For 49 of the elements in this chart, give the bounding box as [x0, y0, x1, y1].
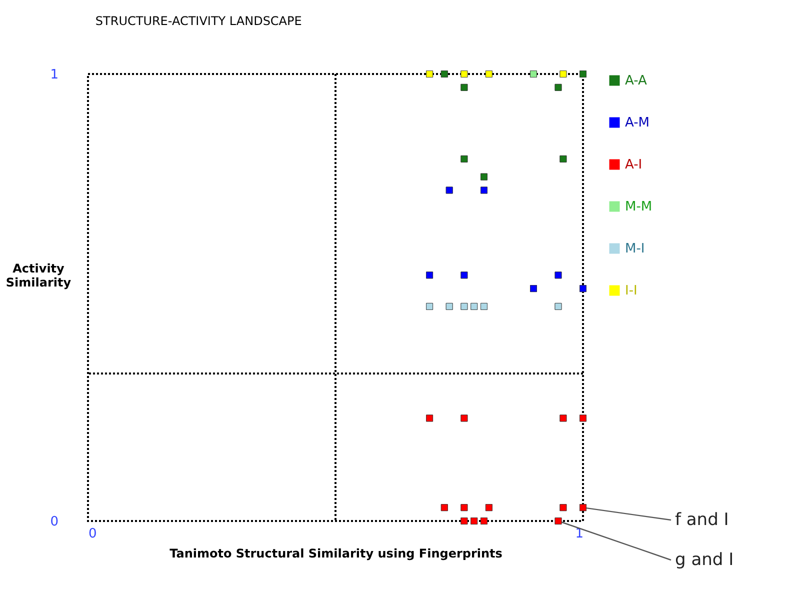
point: [470, 303, 478, 310]
point: [480, 518, 488, 524]
legend-label: M-I: [625, 242, 645, 256]
annotation: f and I: [675, 510, 729, 530]
point: [580, 70, 586, 78]
point: [580, 285, 586, 292]
legend-label: A-I: [625, 158, 642, 172]
legend-label: A-M: [625, 116, 650, 130]
point: [486, 504, 492, 512]
legend-label: I-I: [625, 284, 638, 298]
point: [554, 272, 562, 279]
point: [426, 414, 433, 422]
point: [560, 414, 567, 422]
legend-label: M-M: [625, 200, 652, 214]
point: [460, 70, 468, 78]
point: [446, 303, 453, 310]
point: [580, 504, 586, 512]
point: [460, 303, 468, 310]
point: [446, 186, 453, 194]
point: [530, 285, 537, 292]
point: [426, 272, 433, 279]
annotation: g and I: [675, 550, 734, 570]
point: [460, 518, 468, 524]
point: [460, 272, 468, 279]
point: [460, 155, 468, 162]
point: [560, 155, 567, 162]
point: [554, 518, 562, 524]
chart-title: STRUCTURE-ACTIVITY LANDSCAPE: [95, 14, 302, 28]
legend-label: A-A: [625, 74, 648, 88]
point: [560, 504, 567, 512]
point: [480, 186, 488, 194]
point: [554, 84, 562, 91]
point: [580, 414, 586, 422]
point: [554, 303, 562, 310]
y-axis-title: Activity Similarity: [6, 262, 72, 290]
point: [530, 70, 537, 78]
point: [460, 84, 468, 91]
point: [480, 173, 488, 180]
point: [460, 504, 468, 512]
point: [426, 303, 433, 310]
point: [486, 70, 492, 78]
point: [560, 70, 567, 78]
point: [440, 504, 448, 512]
point: [440, 70, 448, 78]
point: [460, 414, 468, 422]
point: [426, 70, 433, 78]
point: [480, 303, 488, 310]
point: [470, 518, 478, 524]
x-axis-title: Tanimoto Structural Similarity using Fingerprints: [170, 546, 502, 560]
